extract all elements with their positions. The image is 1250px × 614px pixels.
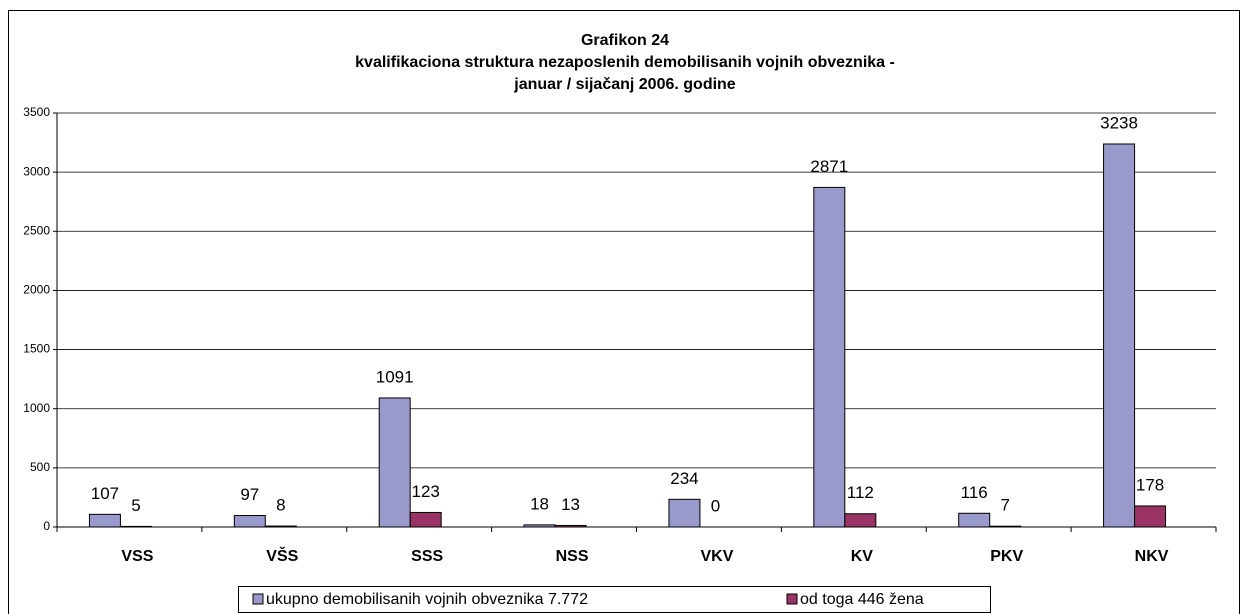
y-tick-label: 2500 xyxy=(23,223,50,237)
legend-label: od toga 446 žena xyxy=(800,591,924,608)
legend-swatch xyxy=(252,593,264,605)
chart-subtitle: januar / sijačanj 2006. godine xyxy=(513,76,736,93)
data-label: 18 xyxy=(530,494,549,513)
legend-box xyxy=(238,586,991,613)
data-label: 3238 xyxy=(1100,113,1138,132)
data-label: 8 xyxy=(276,496,285,515)
bar xyxy=(88,513,121,528)
x-tick-label: NKV xyxy=(1135,548,1169,565)
x-tick-label: VSS xyxy=(121,548,153,565)
data-label: 0 xyxy=(711,496,720,515)
y-tick-label: 3000 xyxy=(23,164,50,178)
bar xyxy=(668,498,701,528)
data-label: 97 xyxy=(240,485,259,504)
chart-title: Grafikon 24 xyxy=(581,32,669,49)
data-label: 178 xyxy=(1136,475,1164,494)
y-tick-label: 3500 xyxy=(23,105,50,119)
chart-border xyxy=(8,10,1240,614)
bar xyxy=(1134,505,1167,528)
data-label: 5 xyxy=(131,496,140,515)
x-tick-label: NSS xyxy=(556,548,589,565)
y-tick-label: 0 xyxy=(43,519,50,533)
x-tick-label: VŠS xyxy=(266,546,298,565)
legend-label: ukupno demobilisanih vojnih obveznika 7.… xyxy=(266,591,588,608)
legend-swatch xyxy=(786,593,798,605)
chart-subtitle: kvalifikaciona struktura nezaposlenih de… xyxy=(355,54,895,71)
y-tick-label: 500 xyxy=(30,460,50,474)
x-tick-label: VKV xyxy=(700,548,733,565)
y-tick-label: 2000 xyxy=(23,283,50,297)
bar xyxy=(958,512,991,528)
data-label: 1091 xyxy=(376,367,414,386)
data-label: 112 xyxy=(847,483,874,502)
data-label: 7 xyxy=(1000,496,1009,515)
data-label: 13 xyxy=(561,495,580,514)
y-tick-label: 1500 xyxy=(23,342,50,356)
x-tick-label: SSS xyxy=(411,548,443,565)
bar xyxy=(233,515,266,528)
data-label: 107 xyxy=(91,484,119,503)
bar xyxy=(378,397,411,528)
bar xyxy=(813,186,846,528)
bar xyxy=(1103,143,1136,528)
data-label: 2871 xyxy=(810,157,848,176)
bar xyxy=(409,511,442,528)
data-label: 123 xyxy=(412,482,440,501)
data-label: 116 xyxy=(961,483,988,502)
x-tick-label: PKV xyxy=(990,548,1023,565)
x-tick-label: KV xyxy=(851,548,874,565)
data-label: 234 xyxy=(670,469,698,488)
y-tick-label: 1000 xyxy=(23,401,50,415)
bar xyxy=(844,513,877,528)
